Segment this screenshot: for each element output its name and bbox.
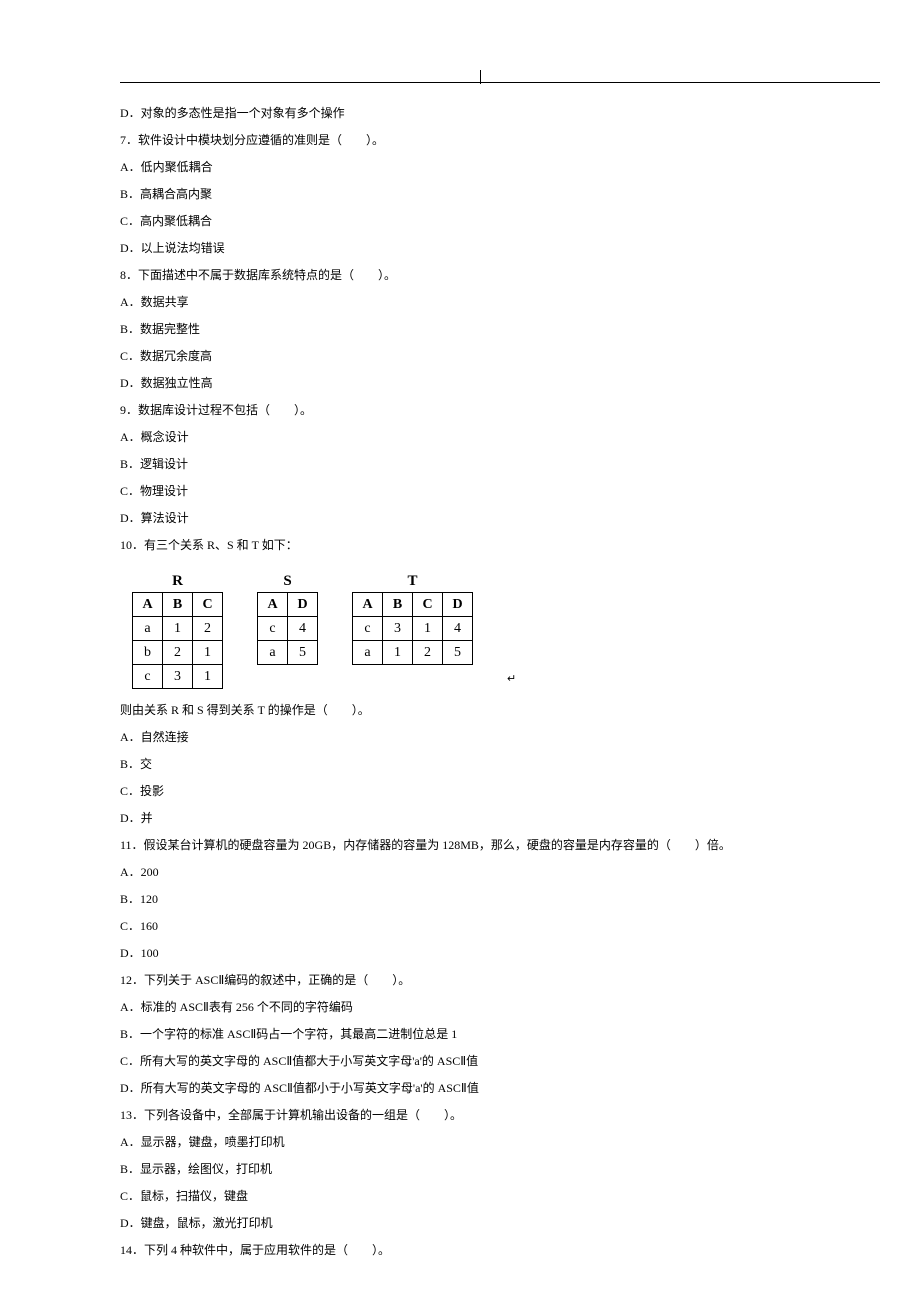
table-header-cell: B [383,593,413,617]
table-header-cell: C [413,593,443,617]
table-T: T ABCDc314a125 [352,573,473,665]
table-header-cell: A [258,593,288,617]
text-cursor [480,70,481,84]
text-line: C．数据冗余度高 [120,343,800,370]
text-line: B．120 [120,886,800,913]
text-line: A．自然连接 [120,724,800,751]
text-line: B．显示器，绘图仪，打印机 [120,1156,800,1183]
table-cell: a [133,617,163,641]
text-line: 9．数据库设计过程不包括（ ）。 [120,397,800,424]
table-cell: 1 [193,641,223,665]
table-header-cell: C [193,593,223,617]
text-line: D．数据独立性高 [120,370,800,397]
table-cell: 1 [193,665,223,689]
text-line: 则由关系 R 和 S 得到关系 T 的操作是（ ）。 [120,697,800,724]
table-R-grid: ABCa12b21c31 [132,592,223,689]
header-rule [120,82,880,83]
text-line: D．100 [120,940,800,967]
text-line: 10．有三个关系 R、S 和 T 如下： [120,532,800,559]
table-header-cell: D [288,593,318,617]
text-line: B．高耦合高内聚 [120,181,800,208]
text-line: B．一个字符的标准 ASCⅡ码占一个字符，其最高二进制位总是 1 [120,1021,800,1048]
enter-marker: ↵ [507,672,516,685]
table-R-title: R [172,573,183,590]
table-header-cell: B [163,593,193,617]
table-header-cell: D [443,593,473,617]
top-lines: D．对象的多态性是指一个对象有多个操作7．软件设计中模块划分应遵循的准则是（ ）… [120,100,800,559]
text-line: 14．下列 4 种软件中，属于应用软件的是（ ）。 [120,1237,800,1264]
table-cell: 4 [288,617,318,641]
table-cell: 1 [163,617,193,641]
table-T-grid: ABCDc314a125 [352,592,473,665]
table-header-cell: A [133,593,163,617]
table-cell: 2 [413,641,443,665]
table-cell: b [133,641,163,665]
table-S-title: S [283,573,291,590]
text-line: A．低内聚低耦合 [120,154,800,181]
table-cell: 3 [383,617,413,641]
text-line: 12．下列关于 ASCⅡ编码的叙述中，正确的是（ ）。 [120,967,800,994]
table-cell: 5 [288,641,318,665]
text-line: C．高内聚低耦合 [120,208,800,235]
table-cell: a [258,641,288,665]
text-line: C．鼠标，扫描仪，键盘 [120,1183,800,1210]
table-T-title: T [407,573,417,590]
text-line: A．200 [120,859,800,886]
text-line: B．逻辑设计 [120,451,800,478]
table-cell: 4 [443,617,473,641]
table-S: S ADc4a5 [257,573,318,665]
table-cell: 3 [163,665,193,689]
table-cell: a [353,641,383,665]
text-line: C．所有大写的英文字母的 ASCⅡ值都大于小写英文字母'a'的 ASCⅡ值 [120,1048,800,1075]
text-line: D．所有大写的英文字母的 ASCⅡ值都小于小写英文字母'a'的 ASCⅡ值 [120,1075,800,1102]
table-cell: c [353,617,383,641]
text-line: D．键盘，鼠标，激光打印机 [120,1210,800,1237]
text-line: D．对象的多态性是指一个对象有多个操作 [120,100,800,127]
text-line: C．投影 [120,778,800,805]
bottom-lines: 则由关系 R 和 S 得到关系 T 的操作是（ ）。A．自然连接B．交C．投影D… [120,697,800,1264]
table-cell: c [133,665,163,689]
text-line: A．标准的 ASCⅡ表有 256 个不同的字符编码 [120,994,800,1021]
table-cell: c [258,617,288,641]
relation-tables: R ABCa12b21c31 S ADc4a5 T ABCDc314a125 ↵ [132,573,800,689]
text-line: 7．软件设计中模块划分应遵循的准则是（ ）。 [120,127,800,154]
table-R: R ABCa12b21c31 [132,573,223,689]
table-header-cell: A [353,593,383,617]
text-line: D．以上说法均错误 [120,235,800,262]
table-cell: 5 [443,641,473,665]
text-line: D．并 [120,805,800,832]
text-line: B．交 [120,751,800,778]
text-line: A．概念设计 [120,424,800,451]
text-line: 13．下列各设备中，全部属于计算机输出设备的一组是（ ）。 [120,1102,800,1129]
text-line: C．160 [120,913,800,940]
table-cell: 2 [193,617,223,641]
text-line: 11．假设某台计算机的硬盘容量为 20GB，内存储器的容量为 128MB，那么，… [120,832,800,859]
table-cell: 2 [163,641,193,665]
text-line: B．数据完整性 [120,316,800,343]
text-line: C．物理设计 [120,478,800,505]
document-body: D．对象的多态性是指一个对象有多个操作7．软件设计中模块划分应遵循的准则是（ ）… [120,100,800,1264]
text-line: A．显示器，键盘，喷墨打印机 [120,1129,800,1156]
table-S-grid: ADc4a5 [257,592,318,665]
text-line: D．算法设计 [120,505,800,532]
table-cell: 1 [413,617,443,641]
text-line: 8．下面描述中不属于数据库系统特点的是（ ）。 [120,262,800,289]
table-cell: 1 [383,641,413,665]
text-line: A．数据共享 [120,289,800,316]
